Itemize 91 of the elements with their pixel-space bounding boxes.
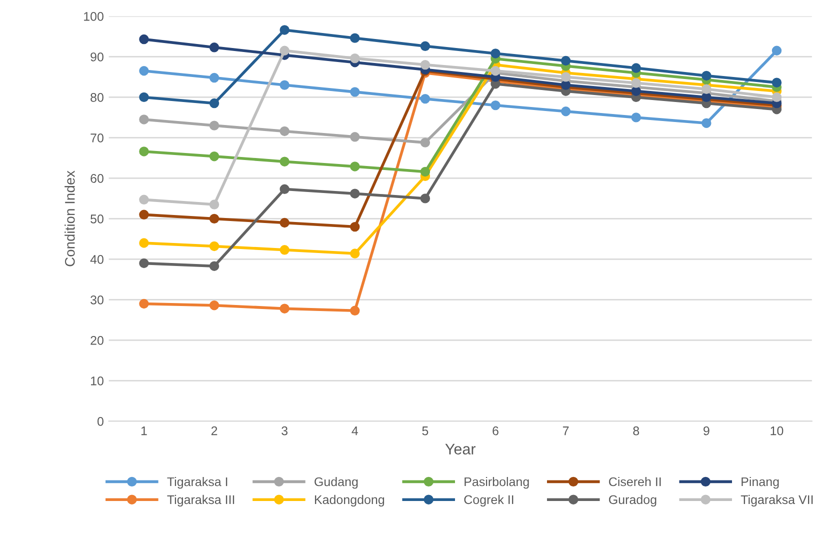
- y-tick-label: 60: [90, 174, 104, 183]
- legend-label: Cisereh II: [609, 477, 661, 486]
- point: [350, 132, 360, 142]
- point: [490, 48, 500, 58]
- point: [209, 261, 220, 271]
- point: [350, 248, 360, 258]
- point: [280, 80, 290, 90]
- y-tick-label: 40: [90, 255, 104, 264]
- point: [772, 46, 782, 56]
- point: [350, 222, 360, 232]
- legend-label: Guradog: [609, 494, 656, 507]
- y-tick-label: 50: [90, 214, 104, 224]
- legend-label: Kadongdong: [314, 494, 384, 507]
- point: [139, 238, 149, 248]
- legend-label: Tigaraksa I: [167, 477, 228, 489]
- x-tick-label: 8: [633, 426, 640, 436]
- point: [209, 42, 220, 52]
- point: [280, 184, 290, 194]
- y-tick-label: 80: [90, 93, 104, 102]
- x-axis-title: Year: [445, 444, 476, 454]
- legend-label: Cogrek II: [464, 494, 514, 507]
- y-tick-label: 20: [90, 336, 104, 345]
- point: [420, 194, 430, 204]
- point: [560, 106, 571, 116]
- point: [560, 72, 571, 82]
- point: [420, 166, 430, 177]
- y-axis-title: Condition Index: [64, 170, 75, 266]
- point: [702, 118, 712, 128]
- x-tick-label: 3: [282, 426, 288, 436]
- point: [772, 78, 782, 88]
- point: [139, 66, 149, 76]
- point: [350, 33, 360, 43]
- point: [280, 156, 290, 166]
- point: [139, 210, 149, 220]
- legend-label: Pinang: [742, 477, 779, 489]
- point: [139, 194, 149, 205]
- x-tick-label: 2: [211, 426, 218, 436]
- point: [280, 245, 290, 255]
- point: [139, 258, 149, 268]
- point: [350, 306, 360, 316]
- point: [490, 100, 500, 110]
- point: [209, 214, 220, 224]
- point: [209, 120, 220, 130]
- point: [350, 53, 360, 64]
- point: [280, 46, 290, 56]
- point: [631, 78, 641, 88]
- point: [209, 98, 220, 108]
- point: [702, 84, 712, 94]
- x-tick-label: 9: [704, 426, 710, 436]
- point: [139, 146, 149, 156]
- point: [420, 41, 430, 52]
- point: [420, 138, 430, 148]
- point: [280, 218, 290, 228]
- point: [139, 92, 149, 102]
- legend-label: Tigaraksa VII: [740, 494, 813, 507]
- x-tick-label: 5: [422, 426, 428, 436]
- x-tick-label: 7: [562, 426, 569, 436]
- x-tick-label: 4: [352, 426, 358, 436]
- point: [139, 114, 149, 124]
- point: [209, 151, 220, 162]
- legend-label: Pasirbolang: [464, 477, 529, 489]
- point: [280, 304, 290, 314]
- legend-label: Tigaraksa III: [167, 494, 234, 507]
- y-tick-label: 10: [91, 376, 104, 386]
- point: [209, 300, 220, 310]
- y-tick-label: 70: [90, 134, 104, 142]
- point: [209, 241, 220, 252]
- point: [280, 25, 290, 35]
- x-tick-label: 1: [141, 426, 147, 436]
- point: [350, 188, 360, 198]
- point: [350, 87, 360, 97]
- point: [702, 70, 712, 81]
- point: [560, 56, 571, 66]
- point: [280, 126, 290, 136]
- point: [209, 72, 220, 83]
- point: [139, 34, 149, 44]
- point: [350, 162, 360, 172]
- y-tick-label: 0: [97, 417, 104, 426]
- y-tick-label: 100: [84, 12, 104, 21]
- x-tick-label: 6: [492, 426, 498, 436]
- point: [631, 112, 641, 122]
- point: [209, 200, 220, 210]
- point: [420, 60, 430, 70]
- point: [631, 63, 641, 73]
- point: [139, 298, 149, 309]
- point: [772, 92, 782, 102]
- y-tick-label: 90: [90, 52, 104, 62]
- point: [420, 94, 430, 104]
- legend-label: Gudang: [314, 477, 358, 489]
- x-tick-label: 10: [770, 426, 784, 436]
- y-tick-label: 30: [90, 296, 104, 304]
